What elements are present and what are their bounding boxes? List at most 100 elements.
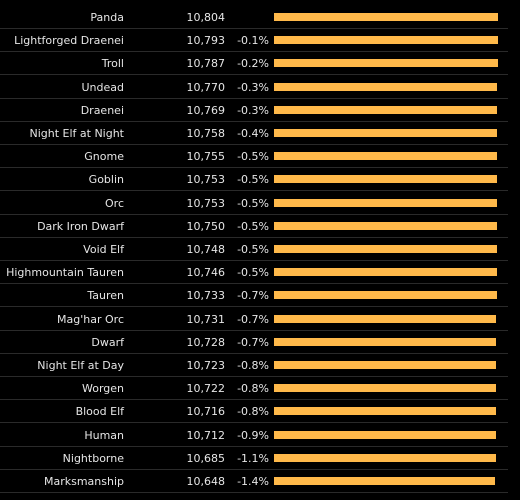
bar-row: Mag'har Orc 10,731 -0.7%: [0, 308, 508, 331]
percent-diff-label: -0.5%: [237, 173, 269, 187]
bar: [274, 175, 497, 184]
value-label: 10,755: [186, 150, 226, 164]
value-label: 10,793: [186, 34, 226, 48]
category-label: Mag'har Orc: [57, 312, 124, 326]
percent-diff-label: -0.7%: [237, 289, 269, 303]
category-label: Blood Elf: [75, 405, 124, 419]
bar-row: Nightborne 10,685 -1.1%: [0, 447, 508, 470]
value-label: 10,758: [186, 127, 226, 140]
bar-row: Gnome 10,755 -0.5%: [0, 145, 508, 169]
value-label: 10,753: [186, 196, 226, 210]
value-label: 10,787: [186, 57, 226, 71]
category-label: Dwarf: [91, 335, 124, 349]
percent-diff-label: -0.7%: [237, 312, 269, 326]
percent-diff-label: -1.4%: [237, 475, 269, 488]
bar: [274, 477, 495, 485]
category-label: Orc: [105, 196, 124, 210]
category-label: Night Elf at Day: [37, 359, 124, 372]
bar-row: Void Elf 10,748 -0.5%: [0, 238, 508, 261]
bar-row: Tauren 10,733 -0.7%: [0, 284, 508, 308]
bar-row: Orc 10,753 -0.5%: [0, 192, 508, 215]
bar-row: Night Elf at Night 10,758 -0.4%: [0, 122, 508, 145]
percent-diff-label: -0.5%: [237, 150, 269, 164]
value-label: 10,648: [186, 475, 226, 488]
bar: [274, 384, 497, 393]
category-label: Highmountain Tauren: [6, 266, 124, 280]
value-label: 10,728: [186, 335, 226, 349]
value-label: 10,712: [186, 428, 226, 442]
bar-row: Night Elf at Day 10,723 -0.8%: [0, 354, 508, 377]
value-label: 10,746: [186, 266, 226, 280]
bar: [274, 152, 497, 161]
bar: [274, 82, 498, 91]
bar: [274, 59, 498, 68]
percent-diff-label: -0.8%: [237, 359, 269, 372]
bar: [274, 105, 498, 114]
value-label: 10,723: [186, 359, 226, 372]
category-label: Tauren: [87, 289, 124, 303]
bar: [274, 361, 497, 369]
percent-diff-label: -0.4%: [237, 127, 269, 140]
category-label: Undead: [81, 80, 125, 94]
bar-row: Panda 10,804: [0, 6, 508, 29]
category-label: Gnome: [84, 150, 124, 164]
value-label: 10,804: [186, 11, 226, 24]
category-label: Marksmanship: [43, 475, 124, 488]
bar-row: Draenei 10,769 -0.3%: [0, 99, 508, 122]
percent-diff-label: -0.1%: [237, 34, 269, 48]
category-label: Panda: [90, 11, 124, 24]
bar-row: Marksmanship 10,648 -1.4%: [0, 470, 508, 493]
bar-row: Goblin 10,753 -0.5%: [0, 168, 508, 192]
percent-diff-label: -1.1%: [237, 451, 269, 465]
percent-diff-label: -0.5%: [237, 196, 269, 210]
bar-row: Worgen 10,722 -0.8%: [0, 377, 508, 401]
value-label: 10,769: [186, 103, 226, 117]
bar: [274, 221, 497, 230]
category-label: Nightborne: [62, 451, 124, 465]
category-label: Human: [84, 428, 124, 442]
bar-row: Dark Iron Dwarf 10,750 -0.5%: [0, 215, 508, 238]
bar-row: Highmountain Tauren 10,746 -0.5%: [0, 261, 508, 285]
category-label: Lightforged Draenei: [14, 34, 124, 48]
percent-diff-label: -0.9%: [237, 428, 269, 442]
bar-row: Human 10,712 -0.9%: [0, 424, 508, 447]
category-label: Worgen: [81, 382, 124, 396]
category-label: Dark Iron Dwarf: [37, 219, 124, 233]
percent-diff-label: -0.7%: [237, 335, 269, 349]
bar: [274, 13, 498, 21]
bar-row: Lightforged Draenei 10,793 -0.1%: [0, 29, 508, 53]
percent-diff-label: -0.2%: [237, 57, 269, 71]
value-label: 10,748: [186, 243, 226, 256]
bar: [274, 430, 497, 439]
value-label: 10,770: [186, 80, 226, 94]
value-label: 10,731: [186, 312, 226, 326]
bar: [274, 453, 496, 462]
percent-diff-label: -0.5%: [237, 266, 269, 280]
percent-diff-label: -0.8%: [237, 405, 269, 419]
bar-row: Undead 10,770 -0.3%: [0, 76, 508, 99]
bar: [274, 291, 497, 300]
category-label: Night Elf at Night: [29, 127, 124, 140]
category-label: Goblin: [88, 173, 124, 187]
bar-row: Troll 10,787 -0.2%: [0, 52, 508, 76]
value-label: 10,722: [186, 382, 226, 396]
category-label: Void Elf: [83, 243, 124, 256]
bar-row: Blood Elf 10,716 -0.8%: [0, 400, 508, 424]
value-label: 10,685: [186, 451, 226, 465]
value-label: 10,753: [186, 173, 226, 187]
percent-diff-label: -0.3%: [237, 103, 269, 117]
percent-diff-label: -0.5%: [237, 219, 269, 233]
percent-diff-label: -0.3%: [237, 80, 269, 94]
bar: [274, 198, 497, 207]
bar: [274, 245, 497, 253]
bar: [274, 337, 497, 346]
bar: [274, 407, 497, 416]
bar: [274, 129, 498, 137]
bar: [274, 268, 497, 277]
category-label: Draenei: [80, 103, 124, 117]
value-label: 10,716: [186, 405, 226, 419]
value-label: 10,750: [186, 219, 226, 233]
percent-diff-label: -0.5%: [237, 243, 269, 256]
bar: [274, 36, 498, 45]
